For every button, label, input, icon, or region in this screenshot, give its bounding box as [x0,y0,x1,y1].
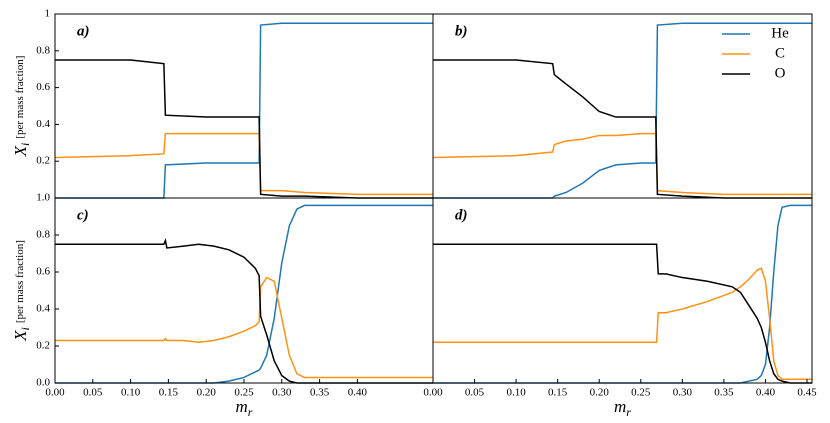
y-axis-label: Xi [per mass fraction] [11,240,32,342]
series-line [433,204,812,384]
panel-label: c) [77,207,89,223]
x-label-subscript: r [248,405,253,419]
y-tick-label: 0.2 [36,340,50,352]
x-tick-label: 0.25 [234,387,254,399]
legend-label: C [775,45,785,61]
y-axis-label: Xi [per mass fraction] [11,56,32,158]
x-tick-label: 0.30 [673,387,693,399]
plot-frame [54,197,434,384]
x-label-subscript: r [626,405,631,419]
series-line [55,22,433,199]
panel-label: b) [455,23,468,39]
panel-label: a) [77,23,90,39]
series-line [433,22,812,199]
y-tick-label: 0.4 [36,303,50,315]
x-tick-label: 0.35 [714,387,734,399]
series-line [55,276,433,379]
series-line [55,204,433,384]
x-tick-label: 0.05 [465,387,485,399]
plot-frame [432,197,813,384]
x-tick-label: 0.20 [590,387,610,399]
series-line [55,237,433,384]
legend-label: He [771,25,789,41]
y-label-unit: [per mass fraction] [14,56,26,139]
y-tick-label: 0.6 [36,266,50,278]
y-tick-label: 1 [45,8,51,20]
y-tick-label: 0.6 [36,81,50,93]
y-label-symbol: X [11,330,30,342]
x-tick-label: 0.30 [272,387,292,399]
series-line [433,267,812,381]
x-tick-label: 0.00 [423,387,443,399]
plot-frame [54,13,434,199]
panel-label: d) [455,207,468,223]
series-line [55,59,433,199]
y-tick-label: 0.8 [36,44,50,56]
x-axis-label: mr [614,397,631,419]
series-line [54,132,433,196]
x-label-symbol: m [236,397,248,416]
y-label-symbol: X [11,145,30,157]
series-line [432,132,812,196]
y-tick-label: 0.8 [36,229,50,241]
legend-label: O [775,65,786,81]
x-tick-label: 0.40 [756,387,776,399]
x-tick-label: 0.25 [631,387,651,399]
x-tick-label: 0.20 [197,387,217,399]
y-label-subscript: i [18,327,32,330]
x-tick-label: 0.15 [548,387,568,399]
x-tick-label: 0.00 [45,387,65,399]
x-tick-label: 0.40 [348,387,368,399]
x-tick-label: 0.35 [310,387,330,399]
y-label-subscript: i [18,143,32,146]
plot-frame [432,13,813,199]
y-tick-label: 0.0 [36,377,50,389]
y-tick-label: 1.0 [36,192,50,204]
y-tick-label: 0.4 [36,118,50,130]
x-tick-label: 0.10 [506,387,526,399]
series-line [433,243,812,384]
x-label-symbol: m [614,397,626,416]
y-label-unit: [per mass fraction] [14,240,26,323]
x-tick-label: 0.15 [159,387,179,399]
x-tick-label: 0.10 [121,387,141,399]
x-tick-label: 0.05 [83,387,103,399]
series-line [433,59,812,199]
x-axis-label: mr [236,397,253,419]
y-tick-label: 0.2 [36,155,50,167]
x-tick-label: 0.45 [797,387,817,399]
